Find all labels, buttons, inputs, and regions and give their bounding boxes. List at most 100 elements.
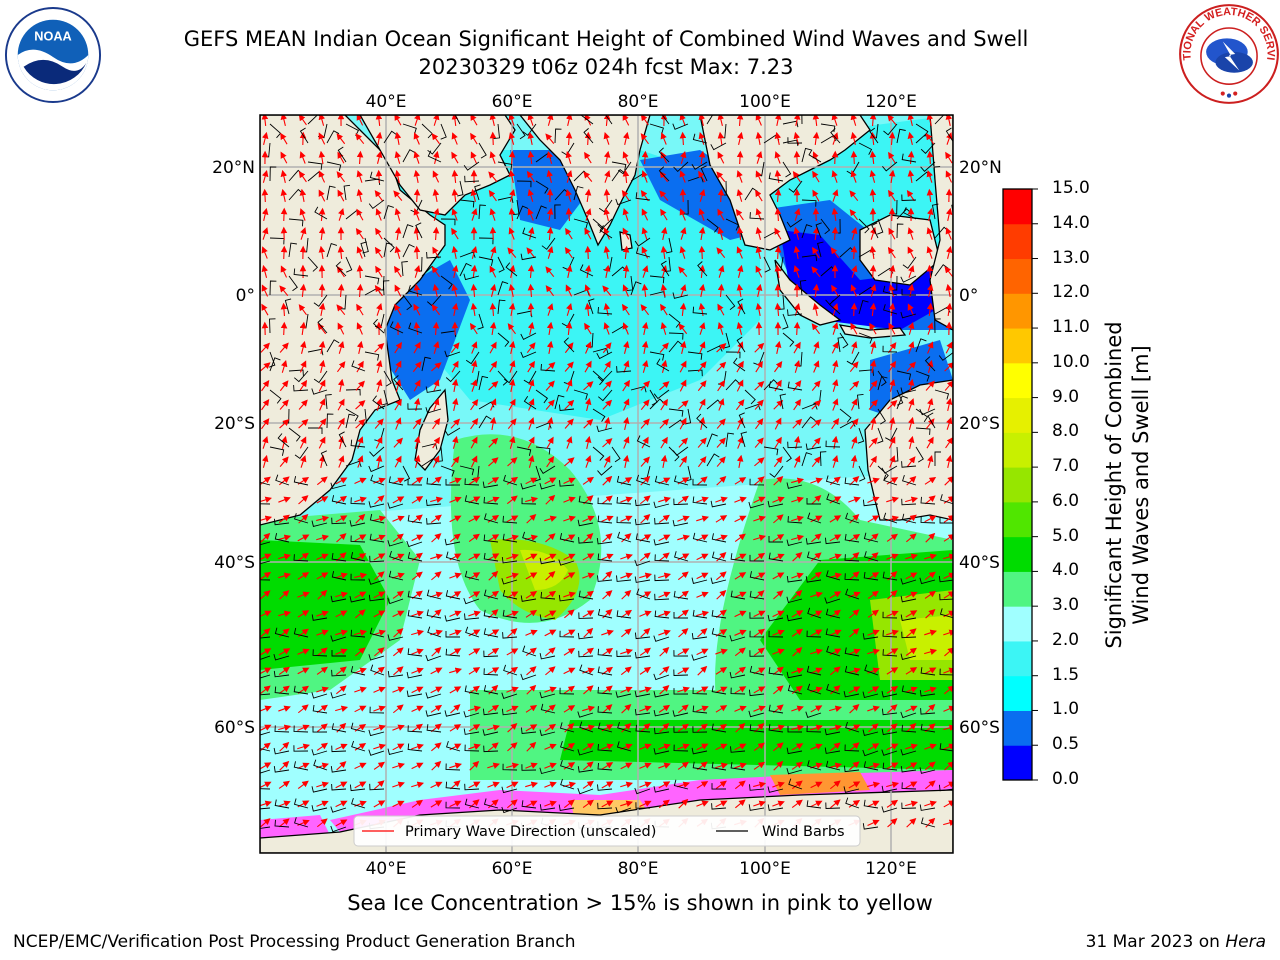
wave-direction-arrow	[394, 265, 402, 278]
wave-direction-arrow	[811, 323, 821, 335]
wind-barb	[801, 224, 813, 239]
wave-direction-arrow	[413, 132, 420, 145]
wave-direction-arrow	[755, 360, 763, 373]
wave-direction-arrow	[318, 189, 326, 202]
wave-direction-arrow	[585, 341, 592, 354]
wave-direction-arrow	[925, 380, 935, 391]
wave-direction-arrow	[812, 131, 820, 146]
wave-direction-arrow	[869, 359, 877, 373]
wave-direction-arrow	[261, 399, 270, 411]
wave-direction-arrow	[280, 115, 288, 126]
colorbar-segment	[1003, 328, 1032, 364]
wind-barb	[599, 225, 613, 239]
wind-barb	[592, 408, 606, 422]
wind-barb	[326, 130, 340, 144]
wave-direction-arrow	[393, 190, 403, 201]
wave-direction-arrow	[545, 133, 555, 144]
wave-direction-arrow	[527, 264, 535, 279]
wave-direction-arrow	[812, 246, 820, 259]
wave-direction-arrow	[470, 283, 478, 298]
wind-barb	[658, 147, 670, 163]
wave-direction-arrow	[527, 360, 535, 373]
wind-barb	[900, 275, 917, 283]
wave-direction-arrow	[450, 418, 461, 429]
wave-direction-arrow	[926, 264, 934, 279]
wind-barb	[649, 123, 664, 135]
wave-direction-arrow	[414, 115, 421, 126]
wave-direction-arrow	[603, 322, 610, 335]
colorbar-tick-label: 9.0	[1052, 386, 1080, 407]
wave-direction-arrow	[431, 304, 441, 316]
wave-direction-arrow	[811, 399, 822, 410]
wave-direction-arrow	[850, 322, 858, 335]
wind-barb	[630, 281, 642, 296]
wind-barb	[558, 404, 575, 411]
wave-direction-arrow	[926, 227, 933, 240]
wave-direction-arrow	[888, 151, 896, 164]
wind-barb	[901, 288, 917, 296]
wave-direction-arrow	[318, 150, 326, 165]
wave-direction-arrow	[908, 321, 915, 335]
wind-barb	[326, 339, 340, 353]
wind-barb	[478, 415, 492, 429]
wave-direction-arrow	[736, 188, 743, 202]
wave-direction-arrow	[489, 302, 497, 317]
wave-direction-arrow	[281, 359, 288, 373]
wave-direction-arrow	[356, 303, 364, 316]
wave-direction-arrow	[375, 436, 383, 449]
noaa-logo-icon: NOAA	[4, 6, 102, 104]
wind-barb	[725, 294, 736, 311]
colorbar-segment	[1003, 432, 1032, 468]
wave-direction-arrow	[319, 398, 326, 411]
wave-direction-arrow	[433, 398, 440, 411]
wave-direction-arrow	[756, 151, 763, 164]
wave-direction-arrow	[526, 247, 536, 259]
wind-barb	[440, 123, 447, 140]
wind-barb	[927, 412, 936, 429]
wave-direction-arrow	[528, 417, 535, 430]
wind-barb	[883, 123, 898, 136]
wave-direction-arrow	[432, 321, 440, 336]
wave-direction-arrow	[470, 264, 478, 279]
wind-barb	[857, 393, 864, 410]
wave-direction-arrow	[374, 246, 383, 259]
wind-barb	[945, 127, 953, 143]
wave-direction-arrow	[565, 284, 573, 297]
wind-barb	[954, 238, 962, 253]
wind-barb	[668, 446, 680, 462]
wave-direction-arrow	[774, 207, 782, 222]
wind-barb	[368, 199, 385, 210]
wave-direction-arrow	[546, 436, 554, 449]
credit-date: 31 Mar 2023 on Hera	[1086, 932, 1266, 952]
wave-direction-arrow	[603, 150, 611, 164]
wave-direction-arrow	[489, 115, 497, 126]
wave-direction-arrow	[831, 226, 839, 241]
wave-direction-arrow	[413, 435, 421, 449]
wave-direction-arrow	[280, 151, 288, 164]
wind-barb	[787, 309, 803, 316]
wave-direction-arrow	[887, 342, 897, 354]
wave-direction-arrow	[279, 399, 289, 410]
wave-direction-arrow	[794, 359, 801, 373]
wave-direction-arrow	[832, 378, 839, 392]
lon-label: 60°E	[492, 92, 533, 112]
wave-direction-arrow	[583, 381, 594, 391]
wave-direction-arrow	[774, 245, 782, 260]
wind-barb	[882, 161, 898, 172]
wind-barb	[596, 351, 613, 360]
wave-direction-arrow	[736, 170, 743, 183]
wave-direction-arrow	[470, 398, 479, 411]
lon-label: 80°E	[618, 92, 659, 112]
wave-direction-arrow	[907, 303, 915, 316]
wind-barb-legend-label: Wind Barbs	[762, 824, 845, 840]
wave-direction-arrow	[451, 169, 459, 184]
wave-direction-arrow	[412, 418, 422, 430]
wave-direction-arrow	[718, 398, 725, 411]
wave-direction-arrow	[831, 284, 839, 297]
wave-direction-arrow	[565, 150, 572, 164]
wind-barb	[673, 161, 689, 173]
wave-direction-arrow	[451, 397, 459, 411]
wind-barb	[407, 403, 423, 410]
wind-barb	[540, 363, 556, 372]
wave-direction-arrow	[908, 265, 915, 278]
